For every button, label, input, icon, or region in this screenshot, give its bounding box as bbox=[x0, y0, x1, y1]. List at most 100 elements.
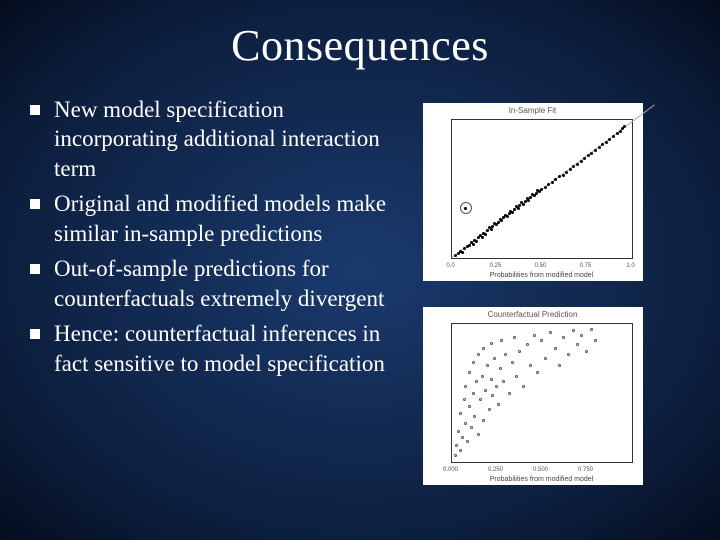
figure-xlabel: Probabilities from modified model bbox=[451, 272, 633, 279]
data-point bbox=[459, 449, 462, 452]
data-point bbox=[455, 444, 458, 447]
data-point bbox=[619, 130, 622, 133]
data-point bbox=[463, 247, 466, 250]
data-point bbox=[500, 339, 503, 342]
xtick-label: 0.25 bbox=[490, 263, 502, 269]
data-point bbox=[490, 378, 493, 381]
data-point bbox=[500, 219, 503, 222]
data-point bbox=[497, 221, 500, 224]
slide: Consequences New model specification inc… bbox=[0, 0, 720, 540]
data-point bbox=[522, 385, 525, 388]
data-point bbox=[454, 254, 457, 257]
data-point bbox=[533, 194, 536, 197]
bullet-marker-icon bbox=[30, 199, 40, 209]
data-point bbox=[518, 350, 521, 353]
data-point bbox=[605, 141, 608, 144]
data-point bbox=[490, 228, 493, 231]
data-point bbox=[481, 375, 484, 378]
data-point bbox=[472, 243, 475, 246]
data-point bbox=[598, 146, 601, 149]
data-point bbox=[493, 357, 496, 360]
data-point bbox=[580, 334, 583, 337]
data-point bbox=[511, 361, 514, 364]
data-point bbox=[608, 138, 611, 141]
data-point bbox=[558, 175, 561, 178]
figure-xlabel: Probabilities from modified model bbox=[451, 476, 633, 483]
data-point bbox=[623, 125, 626, 128]
data-point bbox=[517, 207, 520, 210]
data-point bbox=[477, 433, 480, 436]
data-point bbox=[468, 371, 471, 374]
data-point bbox=[470, 426, 473, 429]
data-point bbox=[572, 329, 575, 332]
bullet-item: Out-of-sample predictions for counterfac… bbox=[30, 254, 405, 313]
data-point bbox=[551, 181, 554, 184]
data-point bbox=[612, 135, 615, 138]
data-point bbox=[482, 347, 485, 350]
xtick-label: 0.000 bbox=[443, 467, 458, 473]
plot-area bbox=[451, 323, 633, 463]
xtick-label: 1.0 bbox=[626, 263, 634, 269]
data-point bbox=[540, 188, 543, 191]
data-point bbox=[524, 200, 527, 203]
bullet-item: Hence: counterfactual inferences in fact… bbox=[30, 319, 405, 378]
data-point bbox=[513, 336, 516, 339]
data-point bbox=[522, 203, 525, 206]
data-point bbox=[486, 229, 489, 232]
figure-title: Counterfactual Prediction bbox=[423, 310, 643, 319]
bullet-text: Hence: counterfactual inferences in fact… bbox=[54, 319, 405, 378]
data-point bbox=[457, 252, 460, 255]
data-point bbox=[457, 430, 460, 433]
content-row: New model specification incorporating ad… bbox=[30, 95, 690, 510]
data-point bbox=[468, 405, 471, 408]
data-point bbox=[486, 364, 489, 367]
bullet-text: Original and modified models make simila… bbox=[54, 189, 405, 248]
data-point bbox=[572, 165, 575, 168]
data-point bbox=[547, 183, 550, 186]
data-point bbox=[554, 347, 557, 350]
xtick-label: 0.0 bbox=[446, 263, 454, 269]
data-point bbox=[562, 174, 565, 177]
data-point bbox=[491, 394, 494, 397]
data-point bbox=[502, 380, 505, 383]
data-point bbox=[590, 152, 593, 155]
bullet-item: Original and modified models make simila… bbox=[30, 189, 405, 248]
data-point bbox=[585, 350, 588, 353]
data-point bbox=[515, 375, 518, 378]
data-point bbox=[594, 339, 597, 342]
data-point bbox=[508, 212, 511, 215]
data-point bbox=[538, 190, 541, 193]
bullet-text: Out-of-sample predictions for counterfac… bbox=[54, 254, 405, 313]
data-point bbox=[526, 343, 529, 346]
data-point bbox=[475, 380, 478, 383]
figure-in-sample-fit: In-Sample Fit Probabilities from origina… bbox=[423, 103, 643, 281]
data-point bbox=[491, 225, 494, 228]
bullet-marker-icon bbox=[30, 264, 40, 274]
data-point bbox=[544, 357, 547, 360]
data-point bbox=[484, 233, 487, 236]
bullet-item: New model specification incorporating ad… bbox=[30, 95, 405, 183]
data-point bbox=[529, 364, 532, 367]
data-point bbox=[567, 353, 570, 356]
data-point bbox=[459, 412, 462, 415]
data-point bbox=[554, 178, 557, 181]
data-point bbox=[565, 171, 568, 174]
outlier-circle bbox=[460, 202, 472, 214]
bullet-marker-icon bbox=[30, 105, 40, 115]
data-point bbox=[576, 163, 579, 166]
data-point bbox=[504, 353, 507, 356]
data-point bbox=[549, 331, 552, 334]
data-point bbox=[488, 408, 491, 411]
data-point bbox=[495, 385, 498, 388]
data-point bbox=[533, 334, 536, 337]
data-point bbox=[477, 353, 480, 356]
data-point bbox=[511, 211, 514, 214]
bullet-text: New model specification incorporating ad… bbox=[54, 95, 405, 183]
data-point bbox=[508, 392, 511, 395]
data-point bbox=[468, 244, 471, 247]
data-point bbox=[518, 204, 521, 207]
data-point bbox=[544, 186, 547, 189]
data-point bbox=[576, 343, 579, 346]
data-point bbox=[616, 132, 619, 135]
data-point bbox=[506, 215, 509, 218]
